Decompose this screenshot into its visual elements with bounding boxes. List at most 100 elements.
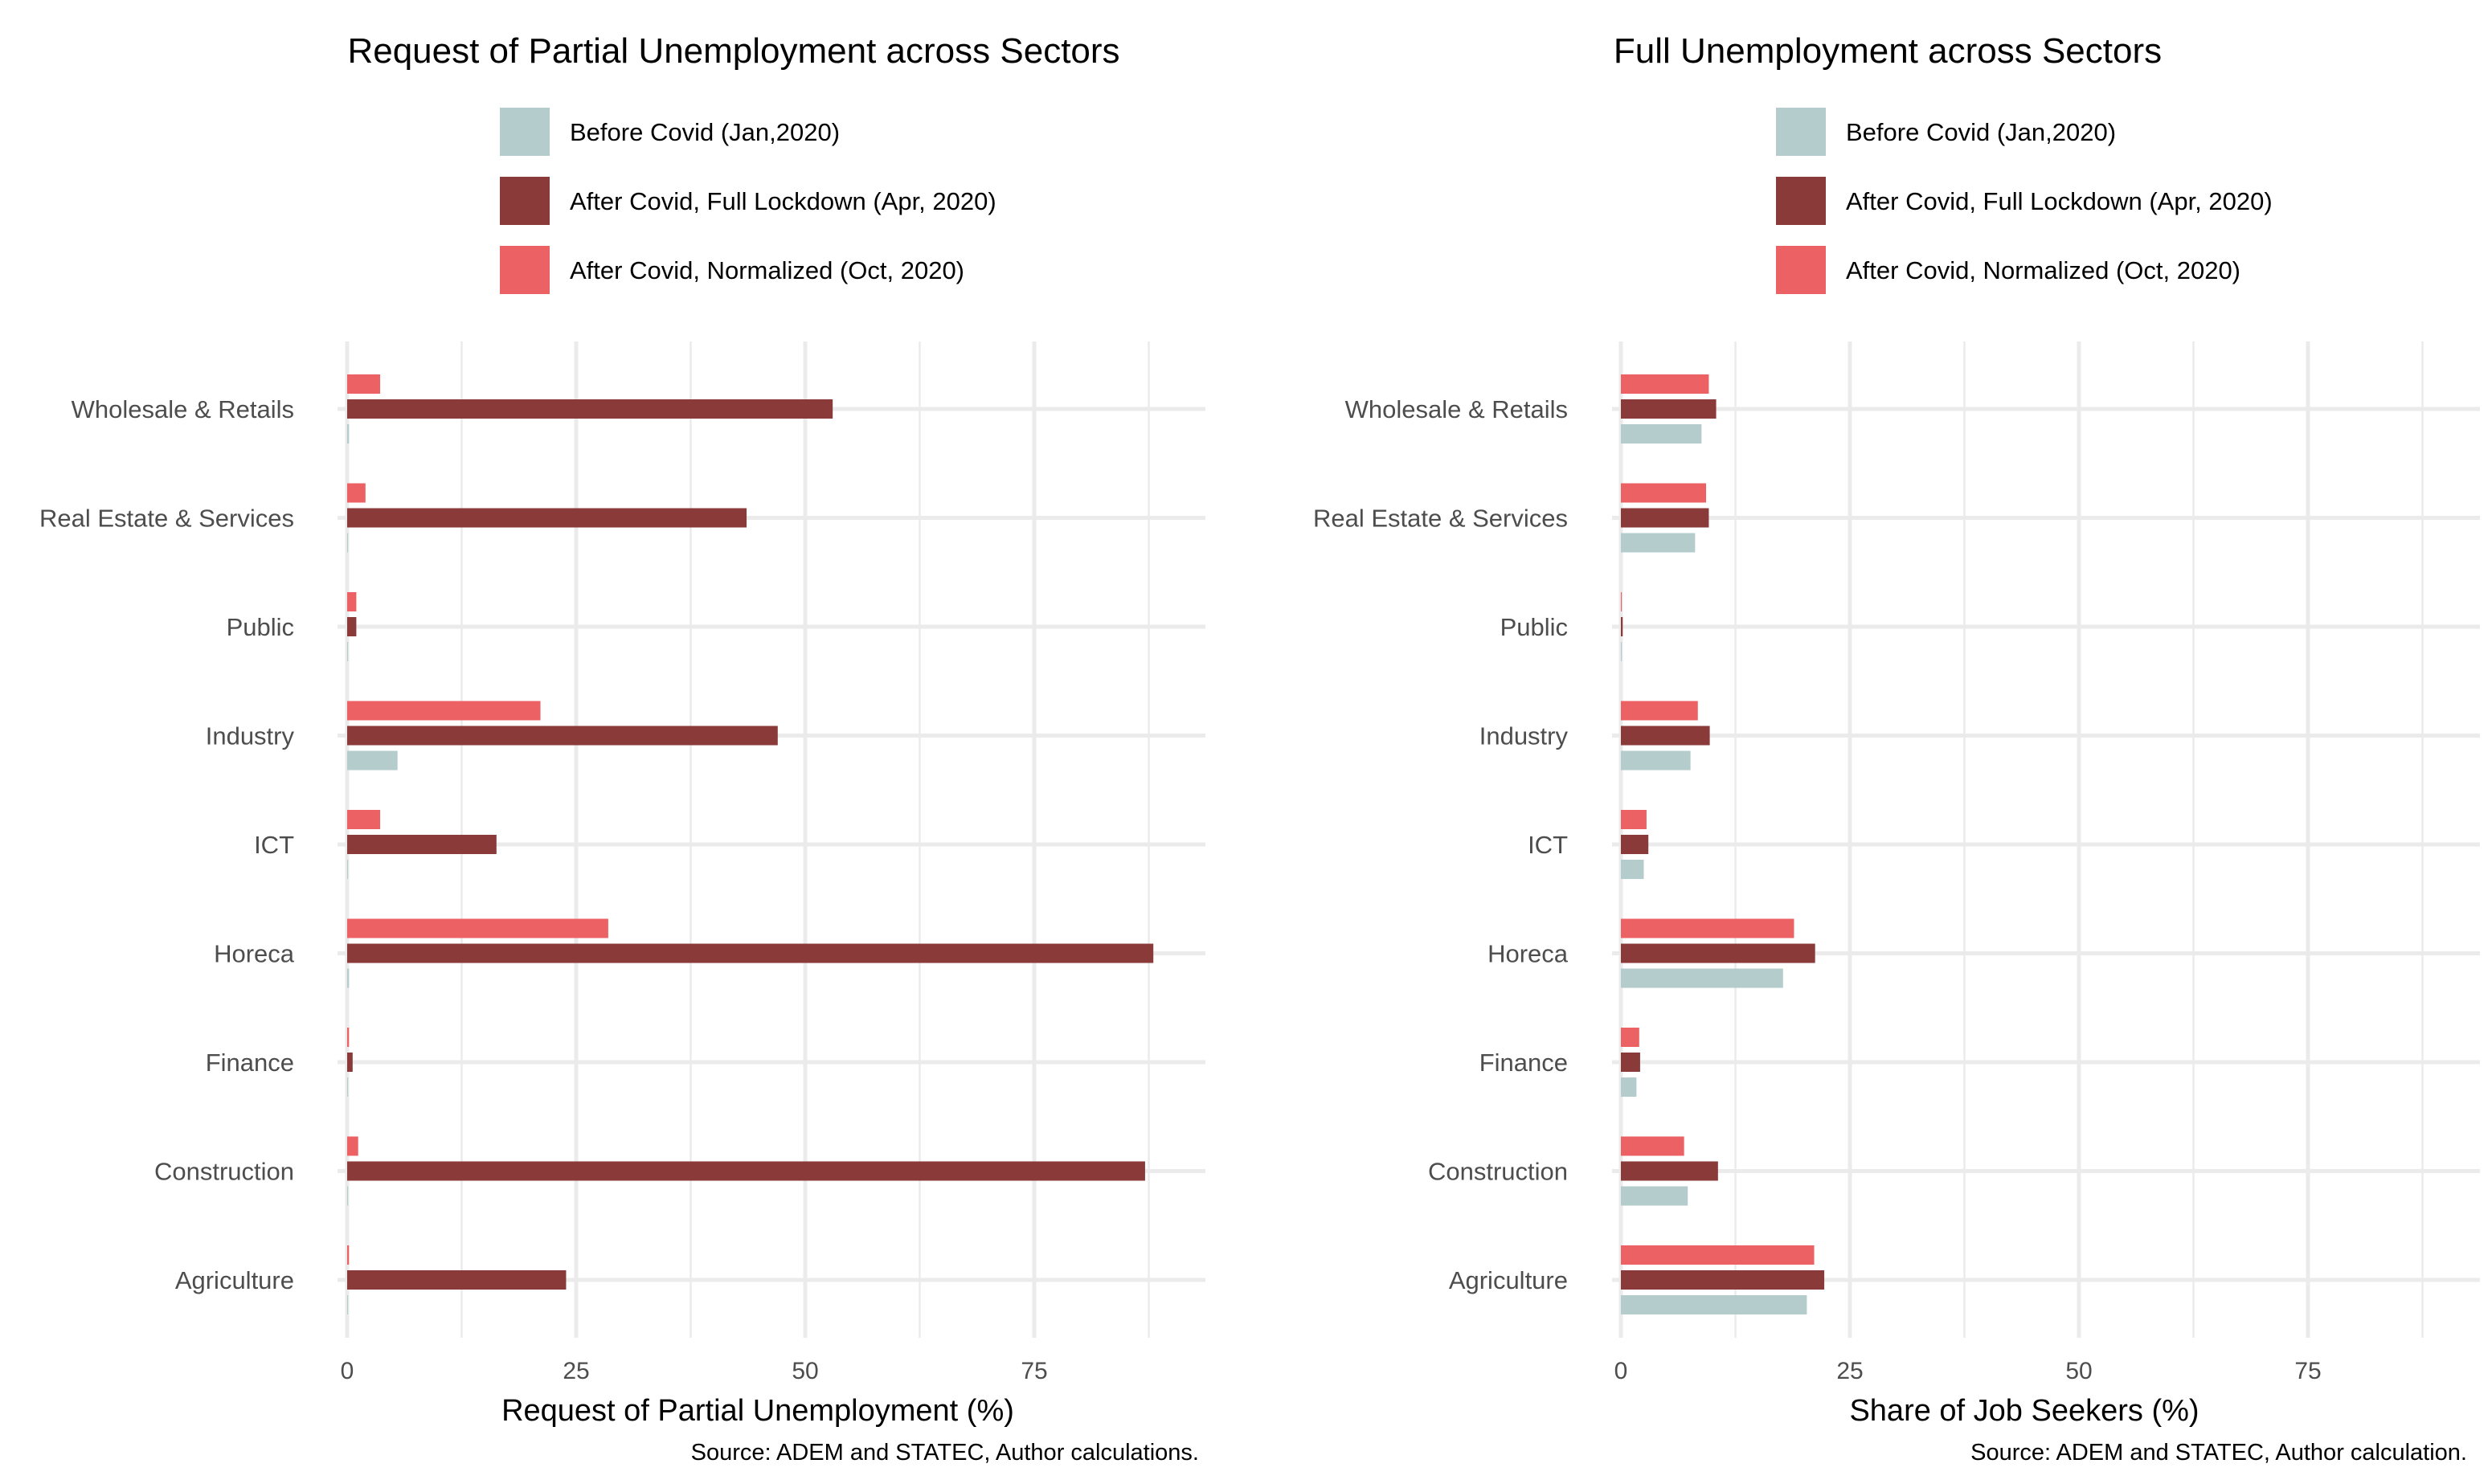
bar-lockdown [1621,726,1710,746]
legend-label-before: Before Covid (Jan,2020) [570,118,840,146]
legend-label-before: Before Covid (Jan,2020) [1846,118,2116,146]
legend: Before Covid (Jan,2020) After Covid, Ful… [500,108,996,294]
bar-normalized [347,1028,350,1047]
bar-normalized [1621,918,1794,938]
bar-before [1621,860,1644,879]
gridlines [1612,341,2480,1338]
x-tick-label: 75 [1021,1358,1047,1384]
x-tick-label: 50 [2065,1358,2092,1384]
bar-before [347,750,398,771]
category-label: Finance [206,1049,294,1077]
x-tick-labels: 0 25 50 75 [1614,1358,2322,1384]
x-tick-label: 25 [1836,1358,1863,1384]
bar-lockdown [1621,508,1709,528]
legend-label-normalized: After Covid, Normalized (Oct, 2020) [570,256,964,284]
bar-lockdown [1621,835,1649,854]
bar-lockdown [1621,399,1717,419]
bar-normalized [347,374,381,394]
category-label: Agriculture [175,1266,294,1294]
x-axis-label: Request of Partial Unemployment (%) [501,1394,1014,1428]
bar-before [1621,1077,1637,1097]
chart-title: Full Unemployment across Sectors [1614,31,2162,71]
bar-before [1621,424,1702,444]
category-label: Horeca [214,940,295,968]
legend-label-lockdown: After Covid, Full Lockdown (Apr, 2020) [570,187,996,215]
bar-lockdown [1621,943,1815,963]
bar-before [347,533,349,553]
partial-unemployment-panel: Request of Partial Unemployment across S… [39,31,1205,1466]
category-label: Real Estate & Services [1313,505,1568,533]
bar-before [347,1295,349,1314]
source-note: Source: ADEM and STATEC, Author calculat… [1970,1440,2467,1466]
bar-before [347,1077,349,1097]
bar-before [1621,1186,1688,1206]
bar-lockdown [347,726,778,746]
bar-normalized [1621,374,1709,394]
legend-swatch-before [500,108,550,156]
bar-lockdown [347,835,497,854]
bars [1621,374,1825,1314]
bar-normalized [347,1245,350,1265]
category-label: Industry [206,722,295,750]
legend-swatch-before [1776,108,1826,156]
x-tick-label: 25 [563,1358,589,1384]
x-axis-label: Share of Job Seekers (%) [1849,1394,2199,1428]
category-label: Real Estate & Services [39,505,294,533]
category-label: Construction [1428,1158,1568,1186]
legend-swatch-lockdown [500,177,550,225]
bar-normalized [347,810,381,829]
bar-before [347,860,349,879]
category-label: ICT [254,831,294,859]
category-label: Agriculture [1449,1266,1568,1294]
legend-swatch-normalized [1776,246,1826,294]
bar-lockdown [347,1161,1145,1181]
x-tick-label: 0 [1614,1358,1628,1384]
category-labels: Wholesale & Retails Real Estate & Servic… [1313,395,1569,1294]
bar-before [347,642,349,661]
category-label: Finance [1479,1049,1568,1077]
x-tick-label: 75 [2294,1358,2321,1384]
bar-normalized [347,592,357,611]
bar-lockdown [1621,1161,1718,1181]
bar-lockdown [347,617,357,636]
bar-before [1621,968,1783,988]
bar-normalized [347,701,541,721]
full-unemployment-panel: Full Unemployment across Sectors Before … [1313,31,2480,1466]
bars [347,374,1154,1314]
x-tick-labels: 0 25 50 75 [341,1358,1048,1384]
legend-swatch-lockdown [1776,177,1826,225]
bar-normalized [1621,483,1707,503]
bar-normalized [1621,810,1647,829]
bar-normalized [347,483,366,503]
category-label: Industry [1479,722,1569,750]
bar-lockdown [347,399,833,419]
bar-lockdown [1621,1053,1640,1072]
bar-lockdown [347,943,1154,963]
legend: Before Covid (Jan,2020) After Covid, Ful… [1776,108,2273,294]
source-note: Source: ADEM and STATEC, Author calculat… [691,1440,1199,1466]
category-label: Construction [154,1158,294,1186]
category-label: Wholesale & Retails [72,395,294,423]
bar-lockdown [347,1270,567,1290]
bar-normalized [347,918,608,938]
x-tick-label: 50 [792,1358,818,1384]
bar-before [347,424,350,444]
bar-normalized [347,1136,358,1156]
category-label: Public [227,613,294,641]
bar-normalized [1621,1028,1639,1047]
legend-swatch-normalized [500,246,550,294]
bar-before [1621,642,1622,661]
category-label: Wholesale & Retails [1345,395,1568,423]
bar-lockdown [347,508,747,528]
bar-before [347,968,350,988]
bar-before [1621,533,1696,553]
legend-label-normalized: After Covid, Normalized (Oct, 2020) [1846,256,2240,284]
bar-lockdown [1621,617,1623,636]
bar-normalized [1621,1245,1815,1265]
bar-lockdown [347,1053,353,1072]
bar-before [1621,750,1691,771]
x-tick-label: 0 [341,1358,354,1384]
bar-before [347,1186,349,1206]
category-label: ICT [1528,831,1568,859]
